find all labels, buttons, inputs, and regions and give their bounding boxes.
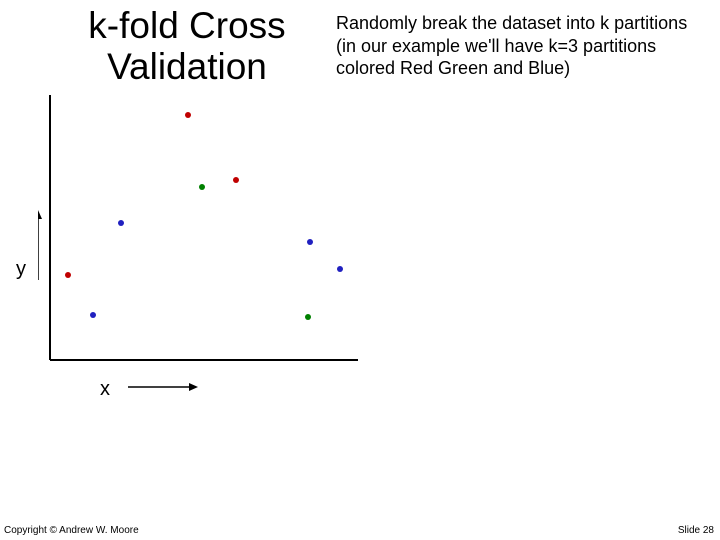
slide-number: Slide 28	[678, 525, 714, 536]
data-point	[233, 177, 239, 183]
data-point	[337, 266, 343, 272]
x-axis-label: x	[100, 378, 110, 401]
data-point	[185, 112, 191, 118]
data-point	[118, 220, 124, 226]
title-line2: Validation	[107, 46, 267, 87]
data-point	[199, 184, 205, 190]
y-axis-label: y	[16, 258, 26, 281]
data-point	[305, 314, 311, 320]
copyright-text: Copyright © Andrew W. Moore	[4, 525, 139, 536]
data-point	[307, 239, 313, 245]
title-line1: k-fold Cross	[88, 5, 285, 46]
slide-title: k-fold Cross Validation	[62, 6, 312, 87]
description-text: Randomly break the dataset into k partit…	[336, 12, 706, 80]
data-point	[90, 312, 96, 318]
points-layer	[38, 95, 358, 375]
data-point	[65, 272, 71, 278]
